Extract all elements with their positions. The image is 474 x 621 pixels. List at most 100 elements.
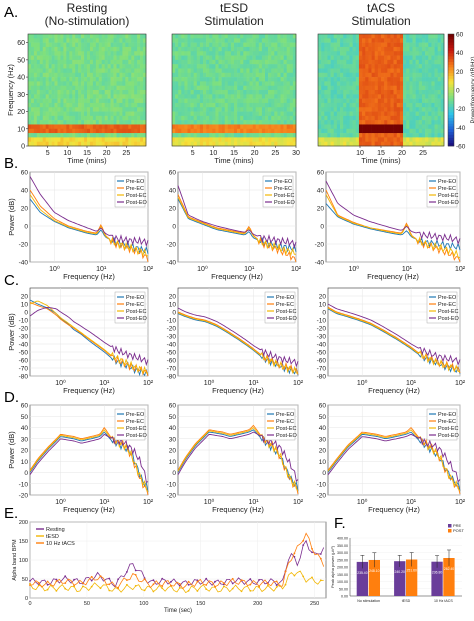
spectrogram-cell	[240, 85, 244, 91]
spectrogram-cell	[324, 107, 328, 112]
spectrogram-cell	[221, 120, 225, 125]
spectrogram-cell	[403, 59, 407, 65]
spectrogram-cell	[280, 38, 284, 43]
spectrogram-cell	[36, 64, 41, 69]
spectrogram-cell	[390, 90, 394, 95]
spectrogram-cell	[209, 102, 213, 108]
spectrogram-cell	[396, 68, 401, 74]
spectrogram-cell	[33, 107, 38, 112]
spectrogram-cell	[393, 124, 398, 130]
spectrogram-cell	[384, 59, 388, 65]
spectrogram-cell	[110, 128, 114, 134]
spectrogram-cell	[283, 102, 287, 108]
spectrogram-cell	[72, 133, 76, 138]
spectrogram-cell	[39, 137, 44, 142]
spectrogram-cell	[212, 102, 216, 108]
spectrogram-cell	[113, 94, 117, 99]
spectrogram-cell	[212, 72, 216, 78]
spectrogram-cell	[358, 85, 363, 91]
spectrogram-cell	[140, 46, 144, 52]
spectrogram-cell	[125, 94, 129, 99]
spectrogram-cell	[318, 111, 322, 117]
spectrogram-cell	[116, 128, 120, 134]
spectrogram-cell	[98, 42, 103, 48]
spectrogram-cell	[57, 141, 61, 147]
spectrogram-cell	[101, 51, 105, 56]
spectrogram-cell	[190, 115, 194, 121]
x-tick-label: 10²	[143, 380, 154, 387]
spectrogram-cell	[119, 51, 123, 56]
spectrogram-cell	[95, 128, 100, 134]
spectrogram-cell	[63, 98, 67, 104]
spectrogram-cell	[75, 55, 79, 61]
spectrogram-cell	[343, 111, 347, 117]
spectrogram-cell	[237, 46, 241, 52]
spectrogram-cell	[45, 46, 49, 52]
spectrogram-cell	[286, 115, 291, 121]
spectrogram-cell	[119, 38, 123, 43]
spectrogram-cell	[184, 55, 188, 61]
spectrogram-cell	[434, 77, 438, 82]
spectrogram-cell	[116, 77, 120, 82]
spectrogram-cell	[224, 124, 229, 130]
spectrogram-cell	[268, 81, 272, 86]
spectrogram-cell	[268, 51, 272, 56]
spectrogram-cell	[387, 111, 391, 117]
spectrogram-cell	[274, 115, 278, 121]
spectrogram-cell	[377, 68, 382, 74]
spectrogram-cell	[28, 90, 32, 95]
spectrogram-cell	[78, 102, 82, 108]
spectrogram-cell	[289, 133, 294, 138]
spectrogram-cell	[134, 64, 138, 69]
spectrogram-cell	[289, 85, 294, 91]
spectrogram-cell	[349, 107, 353, 112]
spectrogram-cell	[333, 137, 338, 142]
spectrogram-cell	[140, 133, 144, 138]
spectrogram-cell	[252, 59, 256, 65]
spectrogram-cell	[131, 81, 135, 86]
spectrogram-cell	[393, 115, 398, 121]
spectrogram-cell	[134, 115, 138, 121]
legend-entry: Post-EC	[276, 426, 297, 432]
spectrogram-cell	[212, 124, 216, 130]
spectrogram-cell	[95, 137, 100, 142]
spectrogram-cell	[28, 38, 32, 43]
spectrogram-cell	[36, 141, 41, 147]
spectrogram-cell	[261, 38, 266, 43]
spectrogram-cell	[289, 124, 294, 130]
spectrogram-cell	[425, 115, 429, 121]
spectrogram-cell	[42, 111, 46, 117]
spectrogram-cell	[66, 55, 70, 61]
spectrogram-cell	[30, 77, 35, 82]
spectrogram-cell	[128, 81, 132, 86]
spectrogram-cell	[283, 124, 287, 130]
spectrogram-cell	[143, 46, 147, 52]
x-tick-label: 5	[191, 150, 195, 157]
spectrogram-cell	[428, 98, 432, 104]
spectrogram-cell	[368, 107, 372, 112]
spectrogram-cell	[193, 120, 198, 125]
spectrogram-cell	[283, 85, 287, 91]
colorbar-step	[448, 76, 454, 80]
spectrogram-cell	[243, 42, 247, 48]
spectrogram-cell	[227, 90, 232, 95]
spectrogram-cell	[203, 107, 207, 112]
spectrogram-cell	[227, 98, 232, 104]
spectrogram-cell	[33, 46, 38, 52]
spectrogram-cell	[434, 94, 438, 99]
spectrogram-cell	[81, 59, 85, 65]
spectrogram-cell	[187, 55, 191, 61]
spectrogram-cell	[104, 137, 108, 142]
spectrogram-cell	[289, 51, 294, 56]
spectrogram-cell	[358, 51, 363, 56]
spectrogram-cell	[425, 51, 429, 56]
x-axis-label: Frequency (Hz)	[212, 505, 264, 514]
spectrogram-cell	[193, 124, 198, 130]
spectrogram-cell	[352, 77, 357, 82]
spectrogram-cell	[289, 34, 294, 39]
spectrogram-cell	[333, 128, 338, 134]
spectrogram-cell	[230, 81, 235, 86]
spectrogram-cell	[131, 107, 135, 112]
spectrogram-cell	[75, 107, 79, 112]
